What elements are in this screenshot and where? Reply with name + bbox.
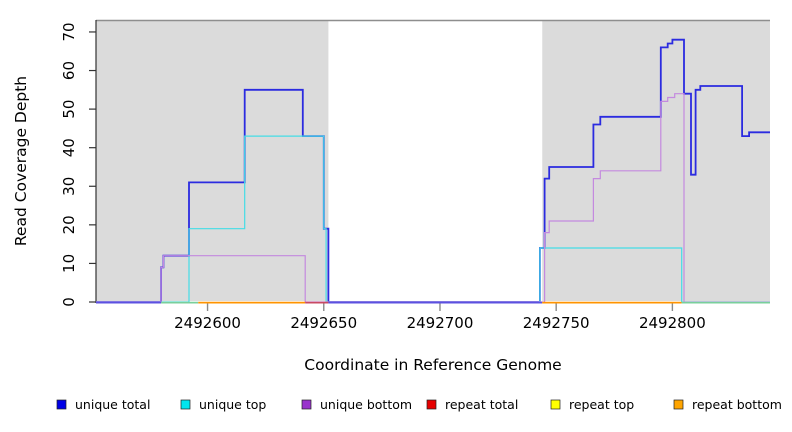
y-tick-label: 70 — [60, 22, 78, 41]
legend-swatch-repeat-top — [550, 399, 561, 410]
shaded-regions-layer — [96, 19, 770, 301]
series-unique-top — [96, 135, 770, 303]
y-tick-label: 10 — [60, 254, 78, 273]
legend-swatch-unique-total — [56, 399, 67, 410]
legend-label: unique top — [199, 397, 266, 412]
x-tick-label: 2492700 — [407, 314, 474, 332]
x-tick-label: 2492600 — [174, 314, 241, 332]
y-tick-label: 0 — [60, 297, 78, 307]
legend-swatch-unique-top — [180, 399, 191, 410]
y-tick-label: 60 — [60, 61, 78, 80]
x-tick-label: 2492800 — [639, 314, 706, 332]
y-tick-label: 50 — [60, 100, 78, 119]
legend-swatch-repeat-bottom — [673, 399, 684, 410]
legend-label: repeat total — [445, 397, 518, 412]
legend-swatch-repeat-total — [426, 399, 437, 410]
y-tick-label: 40 — [60, 138, 78, 157]
y-tick-label: 20 — [60, 215, 78, 234]
x-tick-label: 2492650 — [290, 314, 357, 332]
shaded-region — [96, 20, 329, 301]
legend-label: unique total — [75, 397, 150, 412]
x-axis-title: Coordinate in Reference Genome — [304, 356, 561, 374]
legend-label: unique bottom — [320, 397, 412, 412]
x-tick-label: 2492750 — [523, 314, 590, 332]
legend-label: repeat top — [569, 397, 634, 412]
legend-layer: unique total unique top unique bottom repea… — [56, 397, 782, 412]
shaded-region — [542, 20, 770, 301]
legend-swatch-unique-bottom — [301, 399, 312, 410]
legend-label: repeat bottom — [692, 397, 782, 412]
y-tick-label: 30 — [60, 177, 78, 196]
y-axis-title: Read Coverage Depth — [12, 76, 30, 246]
series-unique-bottom — [96, 93, 770, 303]
data-series-layer — [96, 38, 770, 304]
axes-layer: 0 10 20 30 40 50 60 70 2492600 2492650 2492700 2492… — [60, 20, 706, 332]
